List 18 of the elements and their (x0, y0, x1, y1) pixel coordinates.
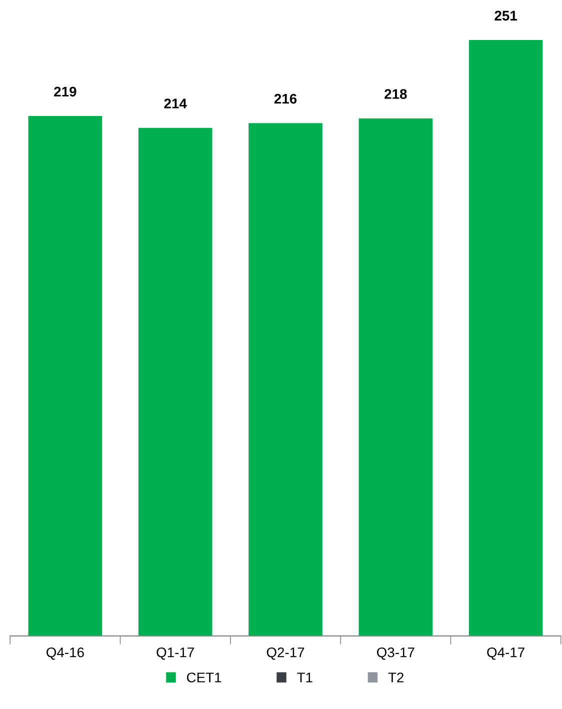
bar (138, 128, 212, 636)
data-label: 216 (274, 94, 297, 104)
legend-label: T2 (388, 672, 404, 682)
bar (358, 118, 433, 636)
data-label: 218 (384, 89, 407, 99)
x-tick-label: Q4-16 (46, 647, 84, 660)
legend-label: T1 (297, 672, 312, 682)
legend-label: CET1 (186, 672, 222, 682)
data-label: 219 (54, 86, 76, 97)
data-label: 214 (164, 98, 187, 108)
data-label: 251 (494, 10, 517, 21)
x-tick-label: Q1-17 (156, 647, 194, 660)
x-tick-label: Q3-17 (377, 647, 414, 660)
x-tick-label: Q2-17 (266, 647, 304, 660)
bar (28, 116, 102, 636)
bar (248, 123, 322, 636)
x-tick-label: Q4-17 (487, 647, 524, 660)
bar (468, 40, 543, 636)
